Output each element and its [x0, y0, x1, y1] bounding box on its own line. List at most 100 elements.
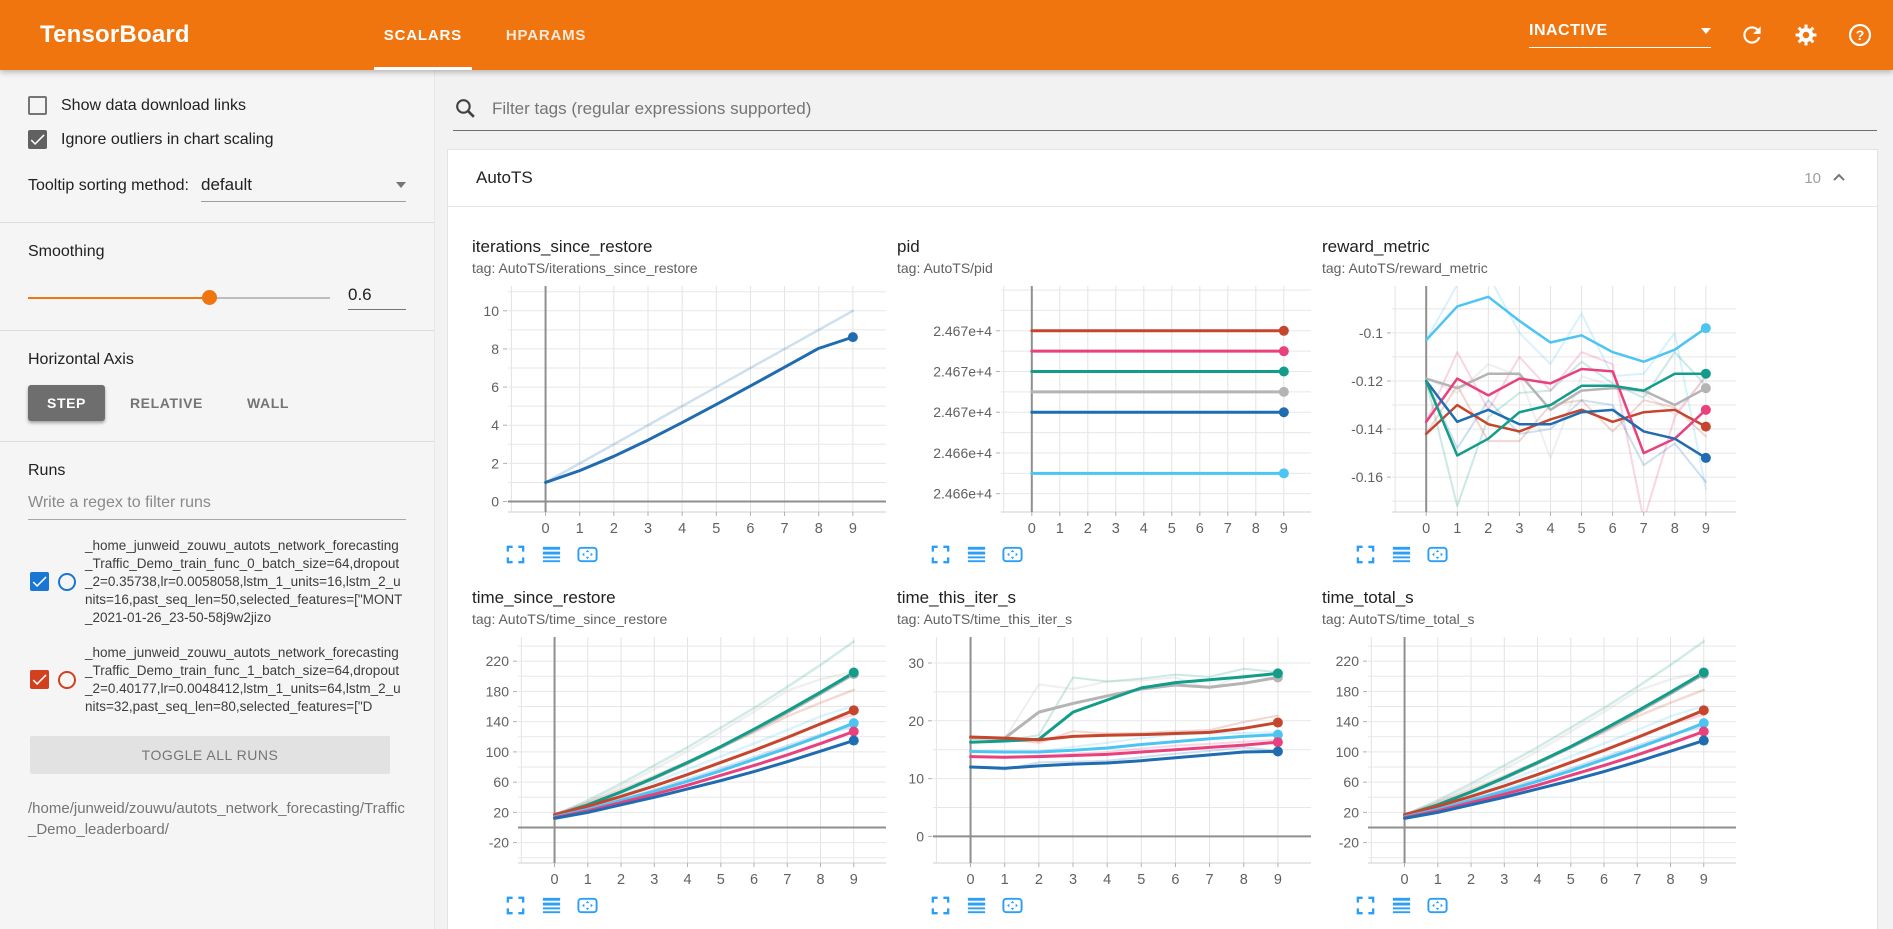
- svg-text:1: 1: [1056, 521, 1064, 537]
- fit-domain-icon[interactable]: [576, 894, 599, 917]
- fit-domain-icon[interactable]: [576, 543, 599, 566]
- tab-hparams[interactable]: HPARAMS: [505, 26, 587, 44]
- run-radio-icon[interactable]: [58, 572, 76, 591]
- nav-tabs: SCALARS HPARAMS: [362, 0, 608, 70]
- svg-text:6: 6: [1600, 872, 1608, 888]
- fit-domain-icon[interactable]: [1001, 543, 1024, 566]
- expand-chart-icon[interactable]: [1354, 543, 1377, 566]
- chart-lines-icon[interactable]: [540, 894, 563, 917]
- expand-chart-icon[interactable]: [929, 894, 952, 917]
- expand-chart-icon[interactable]: [929, 543, 952, 566]
- chart-lines-icon[interactable]: [1390, 894, 1413, 917]
- checkbox-unchecked-icon[interactable]: [28, 96, 47, 115]
- chart-cell-time_this_iter_s: time_this_iter_s tag: AutoTS/time_this_it…: [897, 588, 1313, 917]
- svg-text:60: 60: [493, 774, 509, 790]
- help-icon[interactable]: ?: [1847, 22, 1873, 48]
- svg-text:30: 30: [908, 655, 924, 671]
- chart-cell-iterations_since_restore: iterations_since_restore tag: AutoTS/iter…: [472, 237, 888, 566]
- line-chart[interactable]: 30 20 10 0 0 1 2 3 4 5 6 7 8 9: [897, 633, 1313, 889]
- expand-chart-icon[interactable]: [504, 543, 527, 566]
- chart-lines-icon[interactable]: [540, 543, 563, 566]
- checkbox-row[interactable]: Ignore outliers in chart scaling: [28, 130, 406, 149]
- fit-domain-icon[interactable]: [1001, 894, 1024, 917]
- svg-text:20: 20: [493, 804, 509, 820]
- line-chart[interactable]: 0 2 4 6 8 10 0 1 2 3 4 5 6 7 8 9: [472, 282, 888, 538]
- runs-filter-input[interactable]: [28, 486, 406, 520]
- svg-text:4: 4: [1103, 872, 1111, 888]
- axis-option-wall[interactable]: WALL: [228, 385, 308, 421]
- fit-domain-icon[interactable]: [1426, 894, 1449, 917]
- run-radio-icon[interactable]: [58, 670, 76, 689]
- run-checkbox-icon[interactable]: [30, 670, 49, 690]
- chart-lines-icon[interactable]: [1390, 543, 1413, 566]
- axis-option-step[interactable]: STEP: [28, 385, 105, 421]
- chart-title: time_since_restore: [472, 588, 616, 607]
- data-status-dropdown[interactable]: INACTIVE: [1529, 22, 1711, 48]
- tag-filter-input[interactable]: [490, 97, 1877, 120]
- svg-text:2.467e+4: 2.467e+4: [933, 323, 992, 339]
- svg-text:5: 5: [712, 521, 720, 537]
- refresh-icon[interactable]: [1739, 22, 1765, 48]
- checkbox-checked-icon[interactable]: [28, 130, 47, 149]
- line-chart[interactable]: -0.1 -0.12 -0.14 -0.16 0 1 2 3 4 5 6 7 8 9: [1322, 282, 1738, 538]
- smoothing-value[interactable]: 0.6: [348, 285, 406, 310]
- chevron-down-icon: [396, 182, 406, 188]
- svg-text:2: 2: [1035, 872, 1043, 888]
- svg-text:6: 6: [750, 872, 758, 888]
- chart-lines-icon[interactable]: [965, 543, 988, 566]
- svg-text:1: 1: [584, 872, 592, 888]
- line-chart[interactable]: 220 180 140 100 60 20 -20 0 1 2 3 4 5 6 7 8 9: [1322, 633, 1738, 889]
- svg-text:8: 8: [1252, 521, 1260, 537]
- run-name: _home_junweid_zouwu_autots_network_forec…: [85, 538, 403, 625]
- chart-tag: tag: AutoTS/iterations_since_restore: [472, 260, 698, 276]
- run-list-item[interactable]: _home_junweid_zouwu_autots_network_forec…: [0, 644, 434, 716]
- svg-text:140: 140: [486, 714, 510, 730]
- chart-lines-icon[interactable]: [965, 894, 988, 917]
- fit-domain-icon[interactable]: [1426, 543, 1449, 566]
- svg-text:1: 1: [1001, 872, 1009, 888]
- svg-text:60: 60: [1343, 774, 1359, 790]
- checkbox-row[interactable]: Show data download links: [28, 96, 406, 115]
- runs-label: Runs: [28, 462, 66, 479]
- svg-text:7: 7: [1640, 521, 1648, 537]
- line-chart[interactable]: 2.467e+4 2.467e+4 2.467e+4 2.466e+4 2.466e+4…: [897, 282, 1313, 538]
- section-header[interactable]: AutoTS 10: [448, 150, 1877, 207]
- run-list-item[interactable]: _home_junweid_zouwu_autots_network_forec…: [0, 537, 434, 627]
- tab-scalars[interactable]: SCALARS: [362, 0, 484, 70]
- svg-text:5: 5: [1578, 521, 1586, 537]
- chart-cell-time_since_restore: time_since_restore tag: AutoTS/time_since…: [472, 588, 888, 917]
- svg-text:3: 3: [650, 872, 658, 888]
- svg-text:3: 3: [1500, 872, 1508, 888]
- chevron-up-icon[interactable]: [1829, 168, 1849, 188]
- search-icon: [456, 99, 475, 118]
- svg-text:2.467e+4: 2.467e+4: [933, 364, 992, 380]
- svg-text:5: 5: [1168, 521, 1176, 537]
- svg-text:0: 0: [1422, 521, 1430, 537]
- toggle-all-runs-button[interactable]: TOGGLE ALL RUNS: [30, 735, 390, 774]
- svg-text:0: 0: [916, 828, 924, 844]
- svg-text:8: 8: [1671, 521, 1679, 537]
- smoothing-slider[interactable]: [28, 290, 330, 306]
- line-chart[interactable]: 220 180 140 100 60 20 -20 0 1 2 3 4 5 6 7 8 9: [472, 633, 888, 889]
- divider: [0, 330, 434, 331]
- svg-text:220: 220: [1336, 653, 1360, 669]
- run-checkbox-icon[interactable]: [30, 572, 49, 592]
- expand-chart-icon[interactable]: [1354, 894, 1377, 917]
- settings-icon[interactable]: [1793, 22, 1819, 48]
- svg-text:2: 2: [1484, 521, 1492, 537]
- svg-text:4: 4: [1534, 872, 1542, 888]
- chart-cell-time_total_s: time_total_s tag: AutoTS/time_total_s 220 1…: [1322, 588, 1738, 917]
- chart-count-badge: 10: [1804, 169, 1821, 187]
- svg-text:1: 1: [576, 521, 584, 537]
- chart-cell-pid: pid tag: AutoTS/pid 2.467e+4 2.467e+4 2.467e…: [897, 237, 1313, 566]
- svg-text:6: 6: [746, 521, 754, 537]
- axis-option-relative[interactable]: RELATIVE: [111, 385, 222, 421]
- slider-thumb[interactable]: [202, 290, 218, 305]
- tooltip-sorting-label: Tooltip sorting method:: [28, 177, 189, 194]
- svg-text:4: 4: [684, 872, 692, 888]
- svg-text:220: 220: [486, 653, 510, 669]
- tooltip-sorting-dropdown[interactable]: default: [200, 175, 406, 202]
- svg-text:7: 7: [783, 872, 791, 888]
- expand-chart-icon[interactable]: [504, 894, 527, 917]
- smoothing-label: Smoothing: [28, 243, 105, 260]
